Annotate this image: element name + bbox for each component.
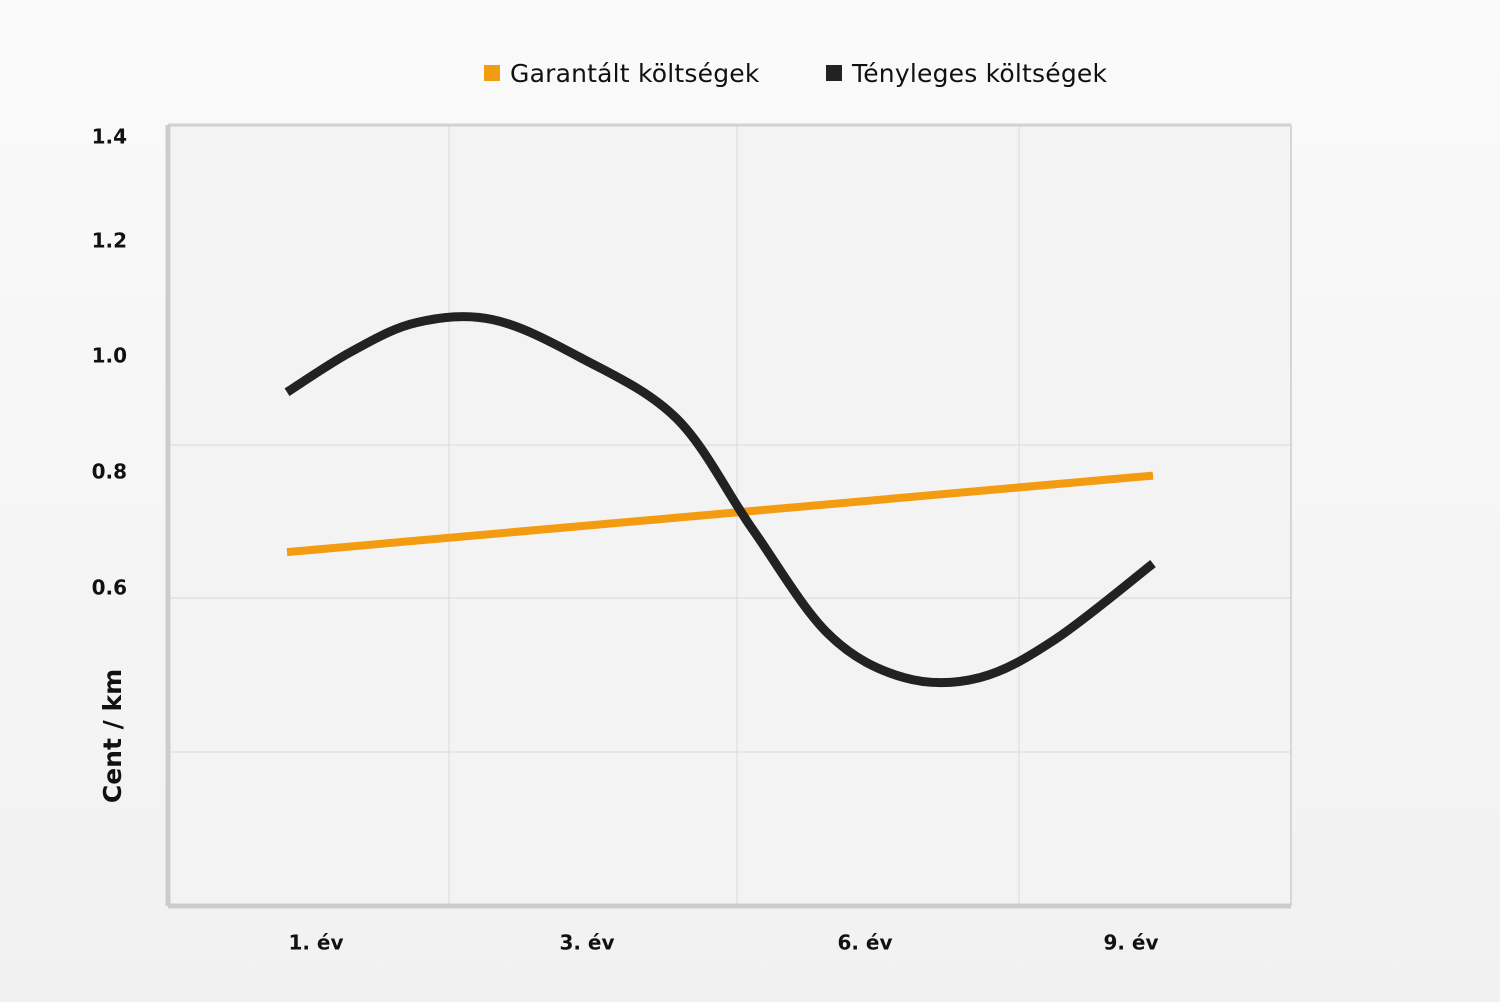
legend-swatch-guaranteed xyxy=(484,65,500,81)
x-tick-label: 9. év xyxy=(1103,931,1158,955)
series-line-guaranteed-costs xyxy=(286,471,1154,557)
x-tick-label: 3. év xyxy=(559,931,614,955)
y-tick-label: 1.0 xyxy=(92,344,127,368)
series-layer xyxy=(284,312,1156,688)
legend: Garantált költségek Tényleges költségek xyxy=(0,56,1500,90)
series-line-actual-costs xyxy=(284,312,1156,688)
y-tick-label: 1.4 xyxy=(92,125,127,149)
y-tick-label: 1.2 xyxy=(92,229,127,253)
x-tick-label: 6. év xyxy=(837,931,892,955)
legend-label-actual: Tényleges költségek xyxy=(852,58,1108,88)
x-tick-label: 1. év xyxy=(288,931,343,955)
y-tick-label: 0.8 xyxy=(92,460,127,484)
legend-label-guaranteed: Garantált költségek xyxy=(510,58,760,88)
plot-area xyxy=(165,123,1292,909)
axes xyxy=(165,125,1291,909)
x-axis-ticks: 1. év 3. év 6. év 9. év xyxy=(288,931,1158,955)
y-axis-ticks: 1.4 1.2 1.0 0.8 0.6 xyxy=(92,125,127,600)
legend-item-guaranteed: Garantált költségek xyxy=(484,56,760,90)
y-axis-title: Cent / km xyxy=(98,669,127,803)
legend-swatch-actual xyxy=(826,65,842,81)
legend-item-actual: Tényleges költségek xyxy=(826,56,1107,90)
y-tick-label: 0.6 xyxy=(92,576,127,600)
